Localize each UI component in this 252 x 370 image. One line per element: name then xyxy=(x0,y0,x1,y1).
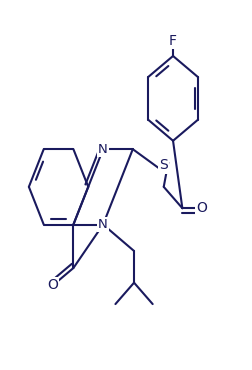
Text: F: F xyxy=(168,34,176,47)
Text: O: O xyxy=(47,278,58,292)
Text: N: N xyxy=(98,143,108,156)
Text: O: O xyxy=(196,201,207,215)
Text: S: S xyxy=(159,158,167,172)
Text: N: N xyxy=(98,218,108,231)
